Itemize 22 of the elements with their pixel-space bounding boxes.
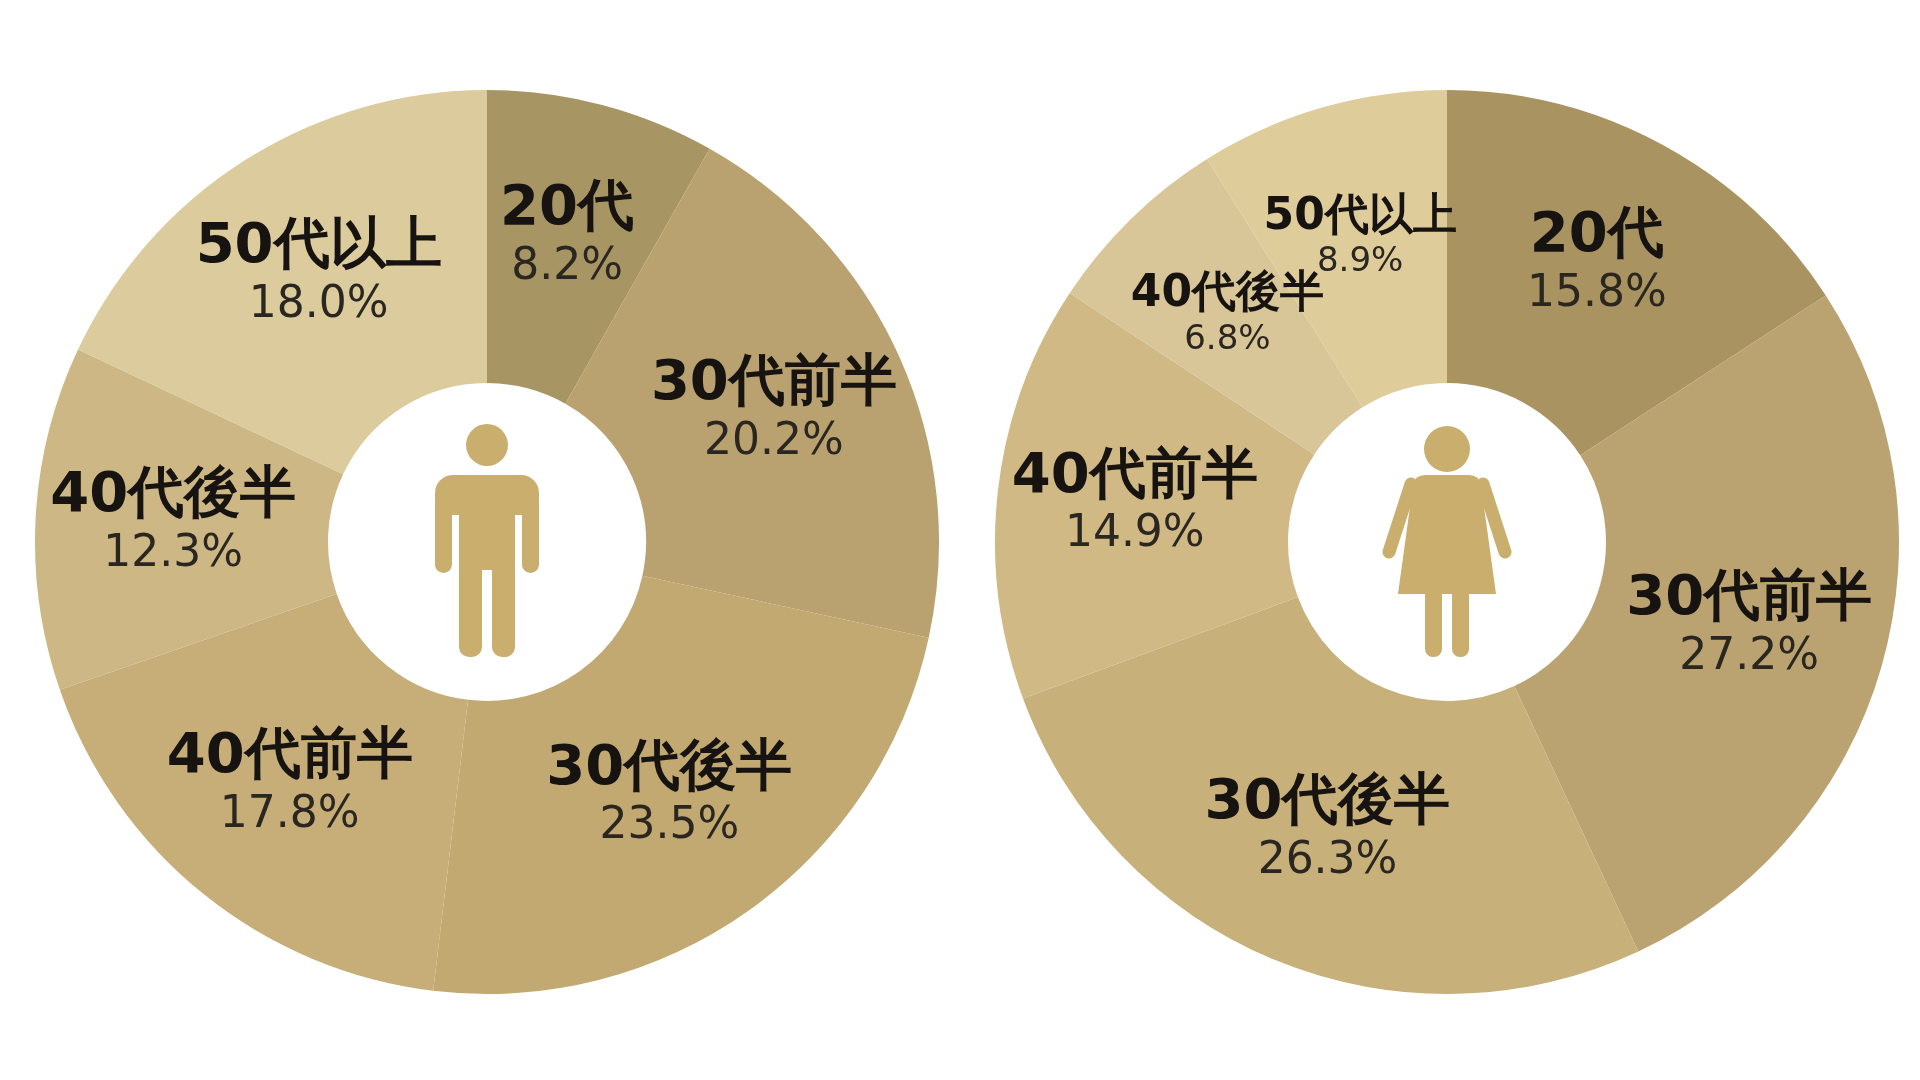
slice-label: 50代以上 <box>195 210 442 276</box>
slice-label: 40代後半 <box>50 458 297 524</box>
data-label: 17.8% <box>219 786 360 838</box>
slice-label: 30代前半 <box>1626 561 1873 627</box>
data-label: 6.8% <box>1184 316 1271 357</box>
data-label: 15.8% <box>1526 265 1667 317</box>
data-label: 12.3% <box>103 524 244 576</box>
data-label: 27.2% <box>1679 627 1820 679</box>
slice-label: 30代前半 <box>650 347 897 413</box>
data-label: 23.5% <box>599 797 740 849</box>
data-label: 26.3% <box>1257 832 1398 884</box>
slice-label: 50代以上 <box>1263 187 1457 239</box>
data-label: 18.0% <box>248 276 389 328</box>
slice-label: 40代前半 <box>166 720 413 786</box>
data-label: 8.2% <box>511 237 623 289</box>
slice-label: 20代 <box>500 171 635 237</box>
slice-label: 30代後半 <box>1204 766 1451 832</box>
slice-label: 20代 <box>1529 199 1664 265</box>
slice-label: 30代後半 <box>546 731 793 797</box>
data-label: 14.9% <box>1064 505 1205 557</box>
data-label: 20.2% <box>703 413 844 464</box>
slice-label: 40代前半 <box>1011 439 1258 505</box>
